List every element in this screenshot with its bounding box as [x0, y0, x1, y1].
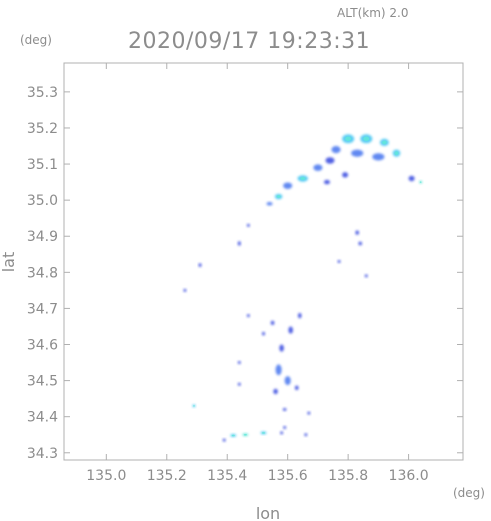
radar-echo-core	[419, 181, 422, 183]
radar-echo-cell	[183, 288, 187, 292]
y-tick-label: 35.0	[27, 193, 58, 209]
radar-echo-core	[345, 136, 352, 142]
y-tick-label: 34.6	[27, 338, 58, 354]
radar-echo-cell	[279, 344, 284, 352]
radar-echo-cell	[307, 411, 311, 415]
radar-echo-core	[363, 136, 370, 142]
radar-echo-core	[300, 176, 306, 181]
y-unit-label: (deg)	[20, 33, 52, 47]
radar-echo-cell	[284, 376, 291, 386]
radar-echo-core	[243, 433, 247, 436]
y-tick-label: 34.9	[27, 229, 58, 245]
radar-echo-cell	[237, 361, 241, 365]
radar-echo-cell	[351, 149, 364, 157]
radar-echo-cell	[237, 382, 241, 386]
radar-echo-cell	[283, 426, 287, 430]
x-unit-label: (deg)	[453, 486, 485, 500]
radar-echo-cell	[358, 241, 363, 246]
radar-echo-cell	[355, 230, 360, 235]
x-tick-label: 135.8	[328, 468, 368, 484]
y-tick-label: 34.8	[27, 265, 58, 281]
radar-echo-cell	[283, 182, 293, 189]
radar-echo-cell	[266, 201, 273, 206]
y-tick-label: 35.2	[27, 121, 58, 137]
radar-echo-cell	[372, 153, 385, 161]
radar-echo-cell	[408, 175, 415, 182]
chart-title: 2020/09/17 19:23:31	[128, 29, 370, 54]
radar-echo-cell	[282, 407, 287, 411]
chart-subtitle: ALT(km) 2.0	[337, 6, 408, 20]
radar-echo-cell	[273, 388, 278, 395]
radar-echo-core	[382, 140, 387, 145]
x-tick-label: 135.4	[207, 468, 247, 484]
radar-echo-cell	[337, 260, 341, 263]
radar-echo-layer	[183, 134, 423, 442]
y-tick-label: 34.7	[27, 301, 58, 317]
radar-echo-cell	[342, 172, 349, 178]
x-tick-label: 135.0	[86, 468, 126, 484]
radar-echo-cell	[198, 263, 202, 267]
radar-echo-core	[261, 432, 266, 434]
x-axis-label: lon	[256, 504, 280, 521]
radar-echo-core	[276, 195, 281, 198]
y-tick-label: 35.1	[27, 157, 58, 173]
radar-echo-cell	[304, 433, 308, 437]
radar-echo-cell	[364, 274, 368, 278]
axis-ticks: 135.0 135.2 135.4 135.6 135.8 136.0 34.3 34.4 34…	[27, 63, 463, 484]
plot-frame	[63, 62, 464, 461]
y-tick-label: 34.4	[27, 410, 58, 426]
radar-echo-cell	[294, 385, 299, 390]
radar-echo-cell	[313, 164, 323, 171]
radar-echo-core	[394, 151, 399, 156]
radar-echo-cell	[246, 223, 250, 227]
radar-echo-cell	[280, 431, 284, 435]
radar-echo-cell	[331, 146, 341, 154]
radar-echo-cell	[323, 179, 330, 185]
radar-echo-cell	[288, 326, 293, 334]
y-axis-label: lat	[0, 252, 18, 273]
x-tick-label: 135.6	[268, 468, 308, 484]
radar-echo-cell	[270, 320, 275, 326]
radar-echo-cell	[237, 241, 241, 246]
radar-echo-cell	[246, 314, 250, 318]
radar-echo-cell	[297, 312, 302, 319]
radar-echo-cell	[275, 364, 282, 376]
radar-echo-cell	[261, 331, 266, 336]
y-tick-label: 35.3	[27, 85, 58, 101]
x-tick-label: 135.2	[147, 468, 187, 484]
y-tick-label: 34.5	[27, 374, 58, 390]
radar-echo-cell	[325, 157, 335, 164]
radar-echo-cell	[222, 438, 226, 442]
x-tick-label: 136.0	[389, 468, 429, 484]
radar-echo-core	[193, 405, 195, 407]
y-tick-label: 34.3	[27, 446, 58, 462]
radar-echo-core	[231, 434, 235, 437]
